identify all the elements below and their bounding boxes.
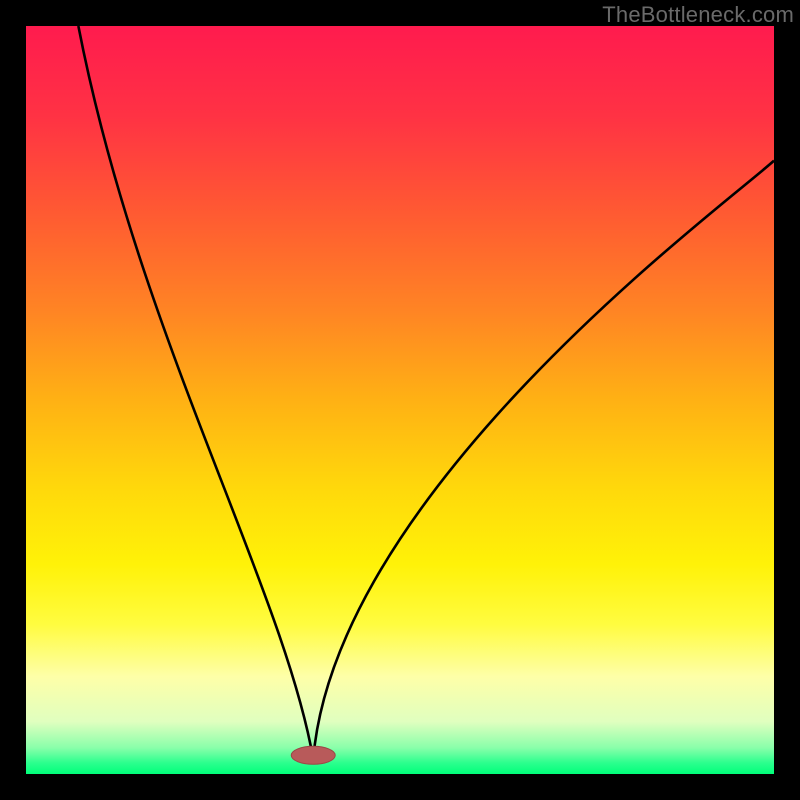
watermark-text: TheBottleneck.com — [602, 2, 794, 28]
minimum-marker — [291, 746, 335, 764]
plot-background — [26, 26, 774, 774]
bottleneck-curve-chart — [0, 0, 800, 800]
chart-container: { "watermark": { "text": "TheBottleneck.… — [0, 0, 800, 800]
